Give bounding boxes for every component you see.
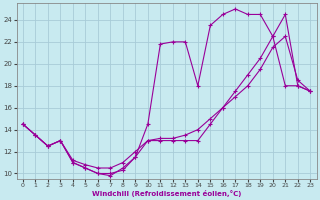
X-axis label: Windchill (Refroidissement éolien,°C): Windchill (Refroidissement éolien,°C) — [92, 190, 241, 197]
